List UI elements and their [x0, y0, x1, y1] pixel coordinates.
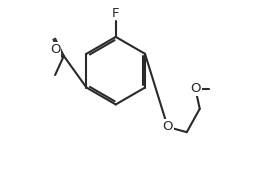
Text: F: F — [112, 7, 119, 20]
Text: O: O — [190, 82, 201, 95]
Text: O: O — [50, 43, 60, 56]
Text: O: O — [163, 121, 173, 133]
